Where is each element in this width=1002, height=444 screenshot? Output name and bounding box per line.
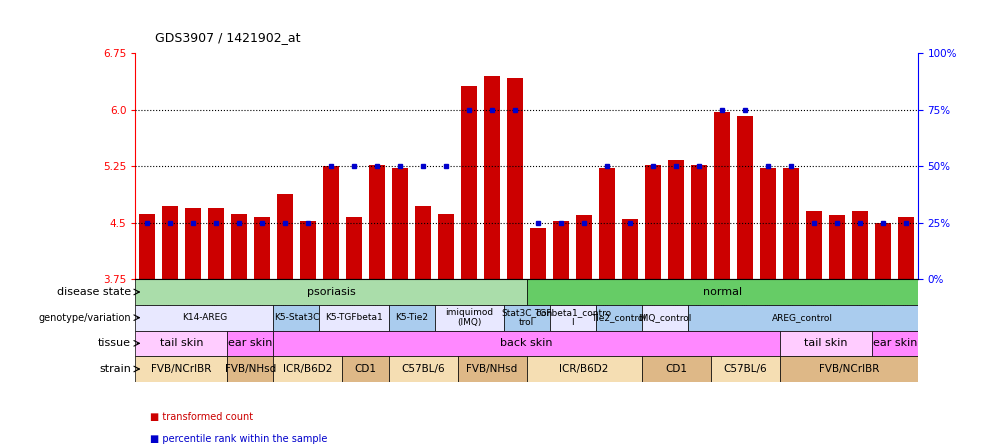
Text: CD1: CD1 [664, 364, 686, 374]
Text: C57BL/6: C57BL/6 [401, 364, 445, 374]
Bar [388, 356, 457, 382]
Text: C57BL/6: C57BL/6 [722, 364, 767, 374]
Bar [871, 330, 917, 356]
Bar [687, 305, 917, 330]
Bar [641, 305, 687, 330]
Text: tissue: tissue [98, 338, 130, 349]
Text: FVB/NCrIBR: FVB/NCrIBR [818, 364, 878, 374]
Text: psoriasis: psoriasis [307, 287, 355, 297]
Bar [346, 217, 362, 279]
Bar [438, 214, 454, 279]
Text: FVB/NCrIBR: FVB/NCrIBR [151, 364, 211, 374]
Bar [135, 279, 526, 305]
Text: ICR/B6D2: ICR/B6D2 [283, 364, 333, 374]
Bar [529, 228, 545, 279]
Bar [779, 356, 917, 382]
Bar [207, 208, 223, 279]
Bar [320, 305, 388, 330]
Bar [760, 168, 776, 279]
Bar [415, 206, 431, 279]
Bar [526, 356, 641, 382]
Text: ■ transformed count: ■ transformed count [150, 412, 254, 422]
Text: K5-Stat3C: K5-Stat3C [274, 313, 319, 322]
Text: FVB/NHsd: FVB/NHsd [466, 364, 517, 374]
Bar [875, 223, 891, 279]
Bar [779, 330, 871, 356]
Bar [644, 165, 660, 279]
Text: K14-AREG: K14-AREG [181, 313, 226, 322]
Bar [552, 221, 568, 279]
Bar [621, 219, 637, 279]
Bar [135, 330, 227, 356]
Bar [184, 208, 200, 279]
Bar [713, 112, 729, 279]
Bar [507, 78, 523, 279]
Text: ear skin: ear skin [228, 338, 273, 349]
Bar [274, 356, 342, 382]
Bar [829, 215, 845, 279]
Bar [806, 211, 822, 279]
Bar [138, 214, 154, 279]
Bar [690, 165, 706, 279]
Text: strain: strain [99, 364, 130, 374]
Bar [710, 356, 779, 382]
Text: Stat3C_con
trol: Stat3C_con trol [500, 308, 552, 327]
Text: K5-Tie2: K5-Tie2 [395, 313, 428, 322]
Text: tail skin: tail skin [159, 338, 203, 349]
Text: ear skin: ear skin [872, 338, 916, 349]
Text: CD1: CD1 [354, 364, 376, 374]
Bar [342, 356, 388, 382]
Bar [575, 215, 591, 279]
Bar [461, 86, 477, 279]
Bar [783, 168, 799, 279]
Bar [392, 168, 408, 279]
Bar [852, 211, 868, 279]
Bar [135, 356, 227, 382]
Text: GDS3907 / 1421902_at: GDS3907 / 1421902_at [155, 32, 301, 44]
Bar [736, 116, 753, 279]
Bar [641, 356, 710, 382]
Text: K5-TGFbeta1: K5-TGFbeta1 [325, 313, 383, 322]
Bar [161, 206, 177, 279]
Bar [369, 165, 385, 279]
Bar [227, 356, 274, 382]
Bar [457, 356, 526, 382]
Text: genotype/variation: genotype/variation [38, 313, 130, 323]
Bar [230, 214, 246, 279]
Bar [323, 166, 339, 279]
Bar [274, 305, 320, 330]
Bar [300, 221, 316, 279]
Bar [227, 330, 274, 356]
Text: ■ percentile rank within the sample: ■ percentile rank within the sample [150, 434, 328, 444]
Bar [434, 305, 503, 330]
Bar [274, 330, 779, 356]
Text: imiquimod
(IMQ): imiquimod (IMQ) [445, 308, 493, 327]
Bar [667, 160, 683, 279]
Bar [277, 194, 293, 279]
Text: ICR/B6D2: ICR/B6D2 [559, 364, 608, 374]
Text: disease state: disease state [57, 287, 130, 297]
Bar [254, 217, 270, 279]
Bar [595, 305, 641, 330]
Bar [484, 76, 500, 279]
Text: Tie2_control: Tie2_control [590, 313, 645, 322]
Bar [135, 305, 274, 330]
Bar [503, 305, 549, 330]
Text: tail skin: tail skin [804, 338, 847, 349]
Text: IMQ_control: IMQ_control [637, 313, 690, 322]
Text: TGFbeta1_contro
l: TGFbeta1_contro l [533, 308, 610, 327]
Bar [526, 279, 917, 305]
Text: normal: normal [701, 287, 741, 297]
Text: back skin: back skin [500, 338, 552, 349]
Text: FVB/NHsd: FVB/NHsd [224, 364, 276, 374]
Bar [898, 217, 914, 279]
Bar [388, 305, 434, 330]
Bar [598, 168, 614, 279]
Text: AREG_control: AREG_control [772, 313, 833, 322]
Bar [549, 305, 595, 330]
